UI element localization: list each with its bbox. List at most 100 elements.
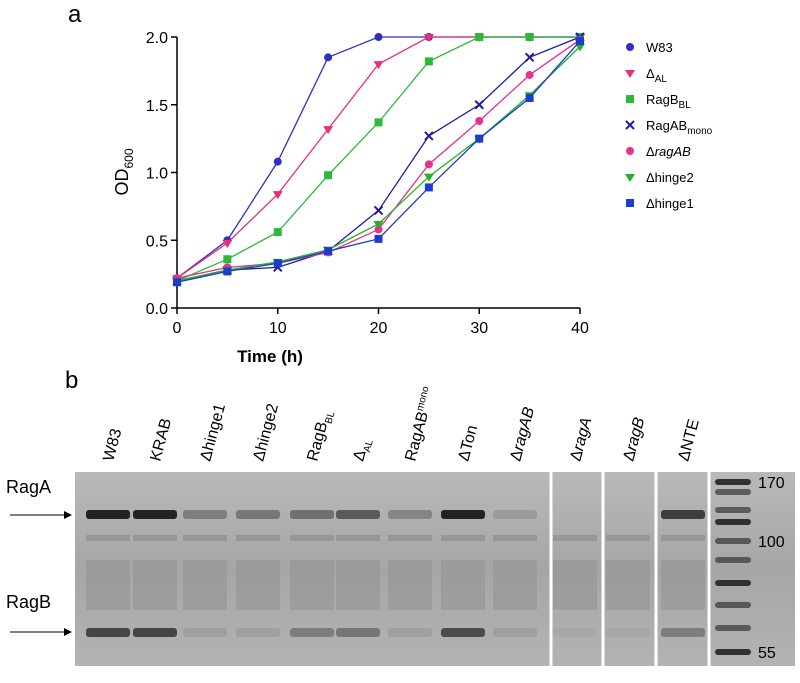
band-ragb (133, 628, 177, 637)
label-main: Δ (567, 448, 586, 463)
band-label: RagA (6, 477, 51, 497)
ladder-band (715, 557, 751, 563)
point (474, 100, 484, 110)
ladder-band (715, 649, 751, 655)
lane-band (290, 535, 334, 541)
point (273, 157, 282, 166)
y-tick-label: 0.5 (146, 233, 168, 250)
label-main: Δ (350, 448, 369, 463)
point (374, 234, 383, 243)
label-main: Δhinge2 (250, 402, 282, 463)
label-sub: BL (679, 100, 692, 111)
point (625, 70, 635, 78)
point (525, 93, 534, 102)
lane-smear (661, 560, 705, 610)
lane-label: ΔragAB (507, 405, 538, 463)
label-sub: mono (687, 126, 712, 137)
legend-label: RagABmono (646, 118, 713, 137)
gel-separator (654, 472, 658, 666)
y-axis-label: OD600 (112, 148, 136, 195)
lane-band (336, 535, 380, 541)
band-raga (493, 510, 537, 519)
point (525, 70, 534, 79)
lane-label: RagABmono (401, 385, 438, 463)
lane-band (86, 535, 130, 541)
label-main: Δ (620, 448, 639, 463)
lane-smear (133, 560, 177, 610)
ladder-band (715, 580, 751, 586)
gel-bands (86, 472, 751, 666)
lane-smear (183, 560, 227, 610)
ladder-band (715, 602, 751, 608)
point (272, 191, 283, 200)
x-tick-label: 30 (470, 320, 488, 337)
lane-smear (86, 560, 130, 610)
point (525, 33, 534, 41)
point (373, 220, 384, 229)
point (576, 37, 584, 46)
lane-band (388, 535, 432, 541)
label-main: Δhinge2 (646, 170, 694, 185)
band-ragb (388, 628, 432, 637)
label-main: RagAB (402, 410, 432, 463)
point (626, 95, 634, 103)
lane-band (133, 535, 177, 541)
lane-smear (553, 560, 597, 610)
point (374, 118, 383, 127)
ladder-band (715, 489, 751, 495)
lane-label: ΔNTE (675, 417, 702, 463)
lane-label: ΔAL (350, 436, 375, 464)
size-marker-label: 170 (758, 475, 785, 492)
band-ragb (493, 628, 537, 637)
label-italic: ragB (623, 415, 648, 452)
gel-separator (707, 472, 711, 666)
label-sub: AL (362, 438, 376, 453)
legend-label: Δhinge1 (646, 196, 694, 211)
x-tick-label: 40 (571, 320, 589, 337)
point (424, 183, 433, 192)
label-main: RagB (304, 420, 331, 463)
band-ragb (183, 628, 227, 637)
point (475, 134, 484, 143)
band-raga (388, 510, 432, 519)
ladder-band (715, 507, 751, 513)
point (223, 255, 232, 264)
point (374, 225, 383, 234)
point (423, 34, 434, 42)
point (323, 126, 334, 135)
series-line (176, 46, 581, 282)
band-raga (661, 510, 705, 519)
band-ragb (441, 628, 485, 637)
label-main: ΔTon (455, 423, 481, 463)
label-main: Δhinge1 (197, 402, 229, 463)
band-ragb (336, 628, 380, 637)
point (222, 239, 233, 248)
lane-label: ΔragB (620, 415, 648, 463)
lane-band (183, 535, 227, 541)
point (374, 33, 383, 41)
lane-label: RagBBL (304, 408, 337, 464)
lane-smear (388, 560, 432, 610)
gel-separator (601, 472, 605, 666)
y-tick-label: 2.0 (146, 30, 168, 47)
band-ragb (236, 628, 280, 637)
point (626, 43, 634, 51)
band-ragb (86, 628, 130, 637)
band-raga (86, 510, 130, 519)
panel-label: b (65, 367, 78, 394)
point (475, 117, 484, 126)
y-axis-label-sub: 600 (122, 148, 136, 168)
band-raga (133, 510, 177, 519)
ladder-band (715, 625, 751, 631)
gel-image (75, 472, 795, 666)
label-main: RagAB (646, 118, 687, 133)
legend-label: ΔAL (646, 66, 667, 85)
point (424, 131, 434, 141)
label-main: KRAB (147, 417, 175, 463)
point (524, 52, 535, 63)
point (324, 171, 333, 180)
y-tick-label: 1.0 (146, 166, 168, 183)
point (273, 259, 282, 268)
lane-smear (606, 560, 650, 610)
